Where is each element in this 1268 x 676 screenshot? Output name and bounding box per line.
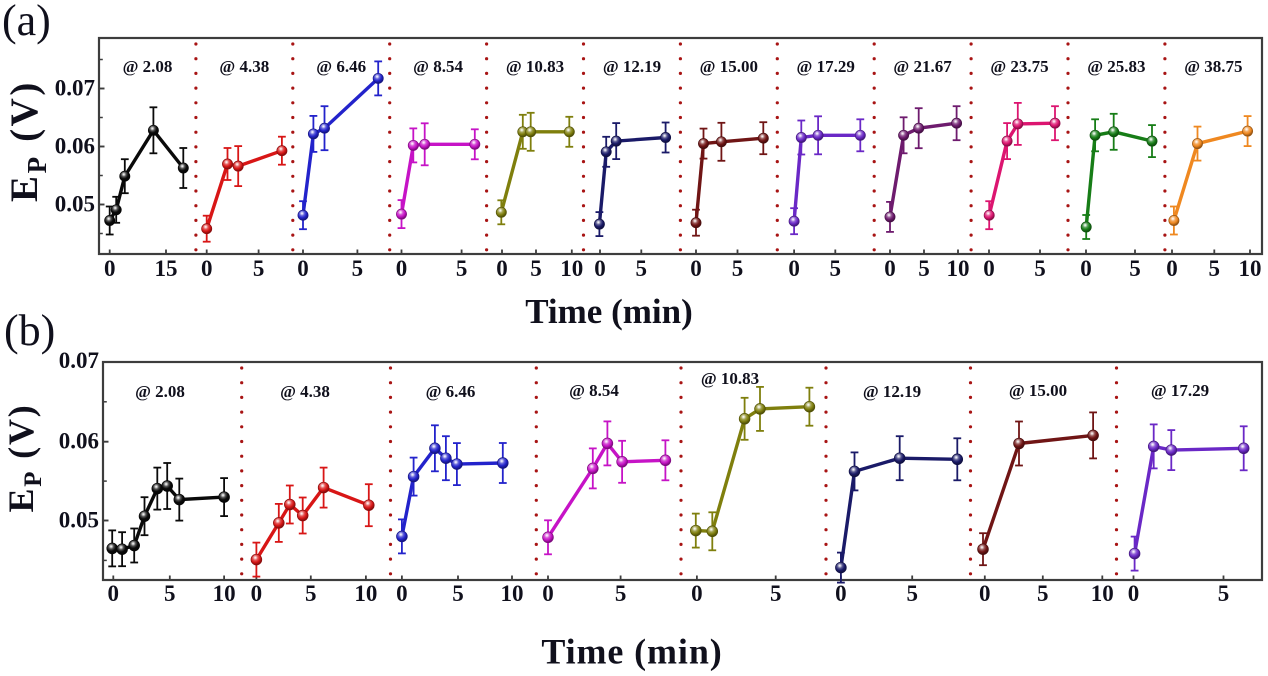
svg-text:@ 12.19: @ 12.19: [863, 382, 921, 401]
svg-text:10: 10: [1239, 256, 1262, 281]
svg-text:@ 23.75: @ 23.75: [990, 57, 1048, 76]
svg-text:0: 0: [201, 256, 213, 281]
svg-text:0.07: 0.07: [59, 348, 99, 373]
svg-text:5: 5: [770, 581, 782, 606]
svg-text:0.06: 0.06: [55, 134, 95, 159]
svg-text:@ 21.67: @ 21.67: [893, 57, 952, 76]
svg-text:@ 8.54: @ 8.54: [569, 381, 619, 400]
svg-text:0.07: 0.07: [55, 76, 95, 101]
svg-text:5: 5: [636, 256, 648, 281]
svg-text:0: 0: [788, 256, 800, 281]
svg-text:@ 15.00: @ 15.00: [1009, 381, 1067, 400]
svg-text:5: 5: [452, 581, 464, 606]
svg-text:5: 5: [1218, 581, 1230, 606]
svg-text:0: 0: [691, 581, 703, 606]
svg-text:5: 5: [530, 256, 542, 281]
svg-text:5: 5: [352, 256, 364, 281]
svg-text:5: 5: [830, 256, 842, 281]
svg-text:@ 10.83: @ 10.83: [701, 369, 759, 388]
svg-text:0: 0: [396, 256, 408, 281]
svg-text:5: 5: [1034, 256, 1046, 281]
svg-text:EP (V): EP (V): [3, 80, 52, 202]
svg-text:@ 12.19: @ 12.19: [603, 57, 661, 76]
svg-text:Time (min): Time (min): [525, 292, 693, 331]
svg-text:EP (V): EP (V): [1, 403, 47, 512]
svg-text:5: 5: [305, 581, 317, 606]
svg-text:5: 5: [164, 581, 176, 606]
svg-text:@ 15.00: @ 15.00: [700, 57, 758, 76]
svg-text:0: 0: [104, 256, 116, 281]
svg-text:0.06: 0.06: [59, 429, 99, 454]
svg-text:(a): (a): [2, 0, 51, 45]
svg-text:5: 5: [918, 256, 930, 281]
svg-text:@ 2.08: @ 2.08: [123, 57, 173, 76]
svg-text:5: 5: [1129, 256, 1141, 281]
svg-text:@ 4.38: @ 4.38: [280, 382, 330, 401]
svg-text:0: 0: [251, 581, 263, 606]
svg-text:0: 0: [496, 256, 508, 281]
svg-text:@ 2.08: @ 2.08: [135, 382, 185, 401]
svg-text:0: 0: [835, 581, 847, 606]
svg-text:0: 0: [542, 581, 554, 606]
svg-text:5: 5: [253, 256, 265, 281]
svg-text:10: 10: [213, 581, 236, 606]
svg-text:Time (min): Time (min): [541, 632, 722, 672]
svg-text:0.05: 0.05: [55, 192, 95, 217]
svg-text:0: 0: [396, 581, 408, 606]
svg-text:0: 0: [1128, 581, 1140, 606]
svg-text:@ 17.29: @ 17.29: [1151, 381, 1209, 400]
svg-text:0: 0: [108, 581, 120, 606]
svg-text:15: 15: [155, 256, 178, 281]
svg-text:10: 10: [560, 256, 583, 281]
svg-text:10: 10: [1091, 581, 1114, 606]
svg-text:@ 4.38: @ 4.38: [219, 57, 269, 76]
svg-text:5: 5: [906, 581, 918, 606]
svg-text:@ 6.46: @ 6.46: [426, 382, 476, 401]
svg-text:5: 5: [732, 256, 744, 281]
svg-text:@ 8.54: @ 8.54: [413, 57, 463, 76]
svg-text:0: 0: [690, 256, 702, 281]
svg-text:10: 10: [947, 256, 970, 281]
svg-text:@ 10.83: @ 10.83: [506, 57, 564, 76]
svg-text:5: 5: [456, 256, 468, 281]
svg-text:0: 0: [594, 256, 606, 281]
svg-text:0: 0: [1080, 256, 1092, 281]
svg-text:5: 5: [615, 581, 627, 606]
svg-text:5: 5: [1037, 581, 1049, 606]
svg-text:(b): (b): [4, 306, 55, 355]
svg-text:0.05: 0.05: [59, 508, 99, 533]
svg-text:10: 10: [354, 581, 377, 606]
svg-text:0: 0: [884, 256, 896, 281]
svg-text:0: 0: [983, 256, 995, 281]
svg-text:0: 0: [1166, 256, 1178, 281]
svg-text:@ 17.29: @ 17.29: [797, 57, 855, 76]
svg-text:@ 6.46: @ 6.46: [316, 57, 366, 76]
svg-text:5: 5: [1209, 256, 1221, 281]
svg-text:@ 25.83: @ 25.83: [1087, 57, 1145, 76]
svg-text:0: 0: [297, 256, 309, 281]
svg-text:@ 38.75: @ 38.75: [1184, 57, 1242, 76]
svg-text:10: 10: [501, 581, 524, 606]
svg-text:0: 0: [979, 581, 991, 606]
